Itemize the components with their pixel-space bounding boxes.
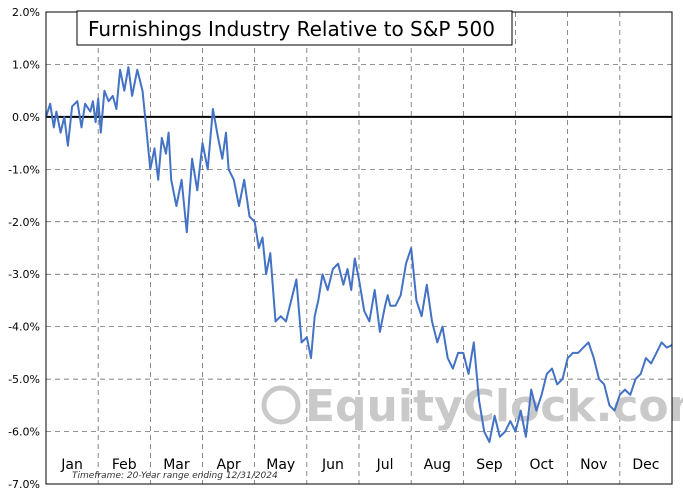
month-label-dec: Dec bbox=[632, 457, 659, 473]
y-axis-tick-labels: 2.0% 1.0% 0.0% -1.0% -2.0% -3.0% -4.0% -5.0% -6.… bbox=[8, 6, 40, 491]
y-tick-label: -6.0% bbox=[8, 426, 40, 439]
y-tick-label: -3.0% bbox=[8, 268, 40, 281]
watermark-copyright-icon bbox=[261, 385, 301, 425]
month-label-aug: Aug bbox=[424, 457, 451, 473]
x-axis-month-labels: Jan Feb Mar Apr May Jun Jul Aug Sep Oct Nov Dec bbox=[60, 457, 659, 473]
chart-title: Furnishings Industry Relative to S&P 500 bbox=[88, 17, 495, 41]
y-tick-label: -4.0% bbox=[8, 321, 40, 334]
watermark: EquityClock.com bbox=[261, 381, 683, 432]
month-label-oct: Oct bbox=[529, 457, 554, 473]
y-tick-label: -7.0% bbox=[8, 478, 40, 491]
month-label-may: May bbox=[266, 457, 295, 473]
watermark-text: EquityClock.com bbox=[305, 381, 683, 432]
month-label-apr: Apr bbox=[216, 457, 240, 473]
y-tick-label: -1.0% bbox=[8, 163, 40, 176]
timeframe-footnote: Timeframe: 20-Year range ending 12/31/20… bbox=[72, 471, 278, 481]
series-line bbox=[45, 66, 673, 443]
y-tick-label: -2.0% bbox=[8, 216, 40, 229]
y-tick-label: -5.0% bbox=[8, 373, 40, 386]
month-label-sep: Sep bbox=[476, 457, 503, 473]
month-label-jan: Jan bbox=[60, 457, 83, 473]
month-label-feb: Feb bbox=[112, 457, 137, 473]
chart-title-box: Furnishings Industry Relative to S&P 500 bbox=[76, 10, 513, 46]
month-label-jul: Jul bbox=[376, 457, 394, 473]
y-tick-label: 1.0% bbox=[12, 58, 40, 71]
y-tick-label: 2.0% bbox=[12, 6, 40, 19]
month-label-mar: Mar bbox=[163, 457, 190, 473]
y-tick-label: 0.0% bbox=[12, 111, 40, 124]
month-label-jun: Jun bbox=[321, 457, 344, 473]
month-label-nov: Nov bbox=[580, 457, 607, 473]
